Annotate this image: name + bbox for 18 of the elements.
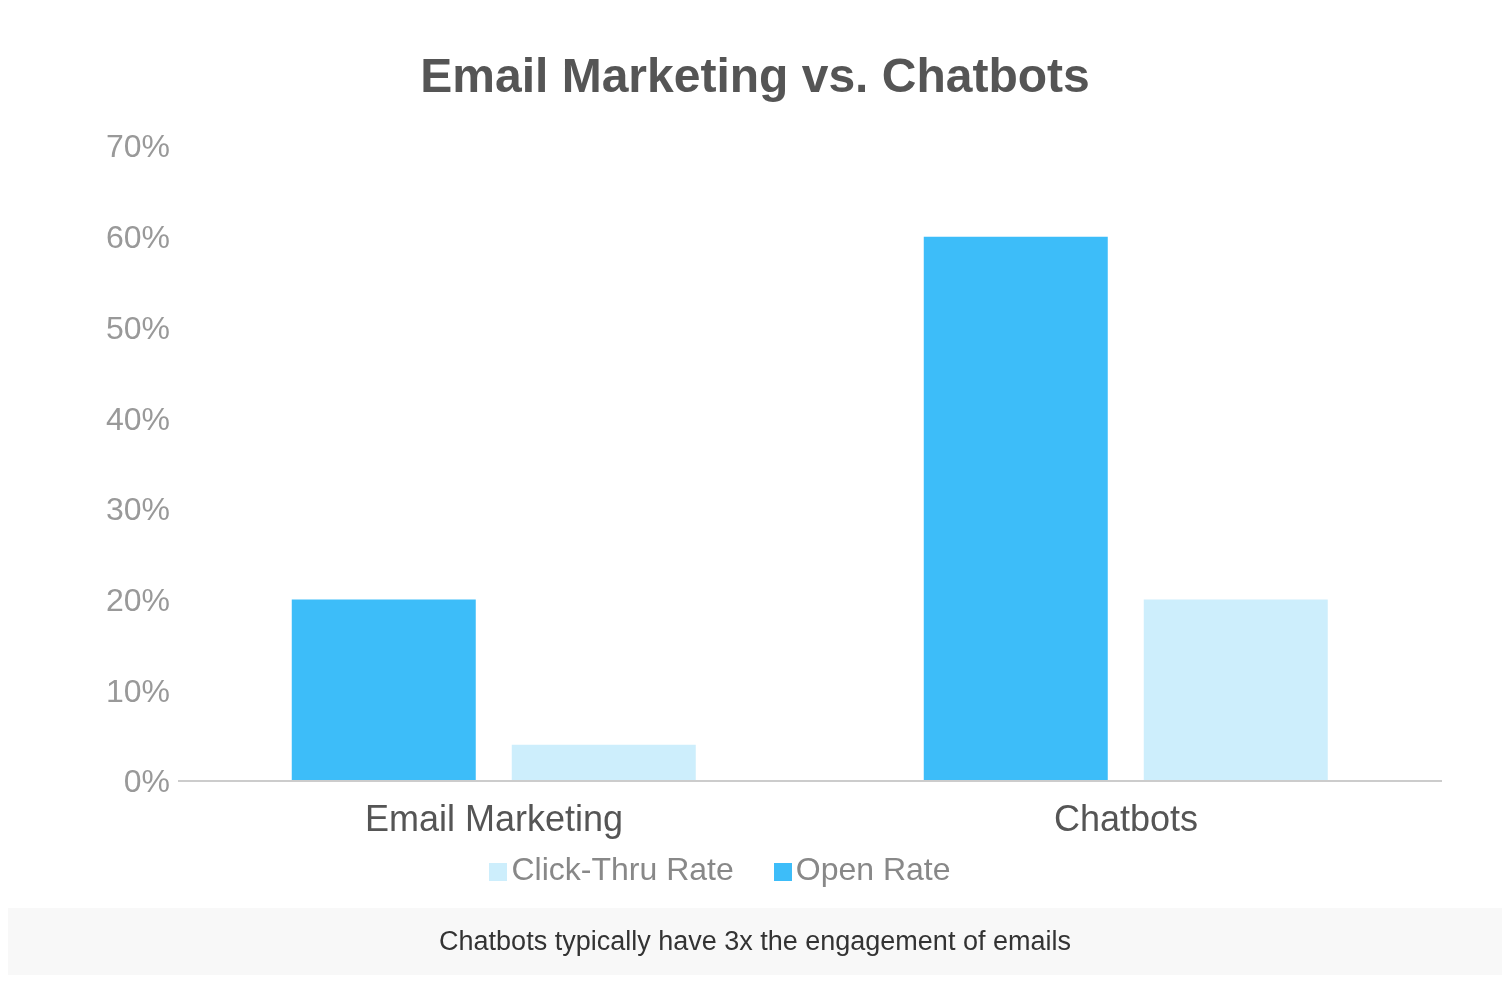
y-tick-label: 60% [105,219,170,256]
text: Chatbots typically have 3x the engagement of emails [8,908,1502,975]
legend-label: Open Rate [795,851,951,887]
y-tick-label: 20% [105,581,170,618]
x-tick-label: Chatbots [1053,797,1199,839]
y-tick-label: 30% [105,491,170,528]
legend-label: Click-Thru Rate [511,851,734,887]
y-tick-label: 40% [105,400,170,437]
x-tick-label: Email Marketing [364,797,624,839]
y-tick-label: 70% [105,128,170,165]
bar [291,599,476,781]
bar [1143,599,1328,781]
y-tick-label: 0% [123,763,170,800]
y-tick-label: 50% [105,309,170,346]
y-tick-label: 10% [105,672,170,709]
bar [511,744,696,781]
chart-title: Email Marketing vs. Chatbots [419,48,1091,104]
bar [923,236,1108,781]
